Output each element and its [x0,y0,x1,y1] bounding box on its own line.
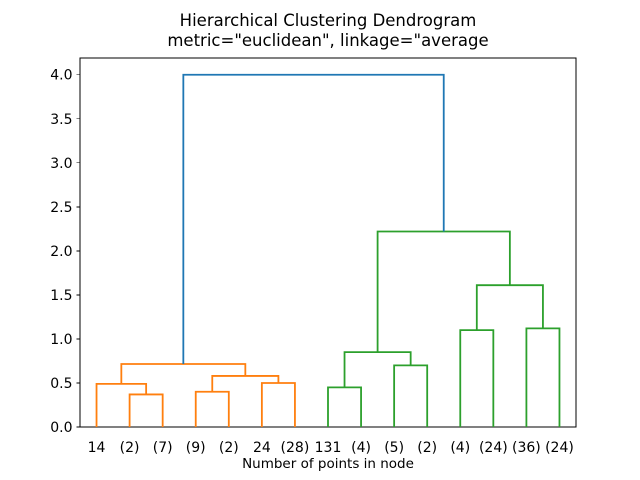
y-tick-label: 1.5 [50,288,72,304]
dendrogram-link-M [376,230,511,353]
y-tick-label: 4.0 [50,68,72,84]
x-tick-label: (24) [479,440,508,456]
chart-title-line1: Hierarchical Clustering Dendrogram [179,11,477,30]
y-tick-label: 3.5 [50,112,72,128]
y-tick-label: 3.0 [50,156,72,172]
dendrogram-link-A [128,393,164,427]
dendrogram-link-K [525,327,561,427]
x-tick-label: (7) [153,440,173,456]
y-tick-label: 1.0 [50,332,72,348]
x-axis-label: Number of points in node [242,456,414,472]
chart-title: Hierarchical Clustering Dendrogram metri… [80,11,576,51]
dendrogram-link-I [343,351,412,388]
x-tick-label: 131 [315,440,342,456]
dendrogram-link-F [120,363,247,384]
y-tick-label: 0.0 [50,420,72,436]
x-tick-label: (9) [186,440,206,456]
x-tick-label: (36) [512,440,541,456]
dendrogram-link-C [194,390,230,427]
y-tick-label: 2.0 [50,244,72,260]
dendrogram-link-D [260,382,296,427]
y-tick-label: 2.5 [50,200,72,216]
x-tick-label: (4) [351,440,371,456]
x-tick-label: (2) [120,440,140,456]
dendrogram-link-H [393,364,429,427]
dendrogram-link-G [327,386,362,427]
x-tick-label: (4) [450,440,470,456]
dendrogram-link-J [459,329,495,427]
x-tick-label: (24) [545,440,574,456]
x-tick-label: (2) [417,440,437,456]
y-tick-label: 0.5 [50,376,72,392]
x-tick-label: 14 [88,440,106,456]
axes-spines [79,57,577,428]
x-tick-label: (2) [219,440,239,456]
dendrogram-link-root [182,73,445,365]
dendrogram-link-B [95,382,148,427]
dendrogram-link-L [475,284,544,331]
chart-title-line2: metric="euclidean", linkage="average [167,31,489,50]
x-tick-label: (5) [384,440,404,456]
x-tick-label: 24 [253,440,271,456]
x-tick-label: (28) [281,440,310,456]
